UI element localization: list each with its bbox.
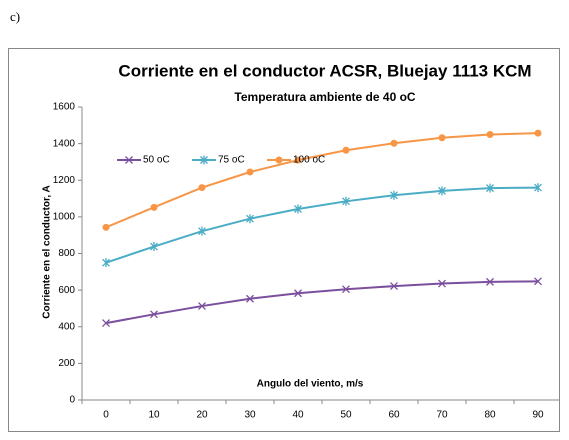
marker-cross	[534, 183, 542, 193]
y-tick-label: 1000	[53, 212, 76, 223]
marker-cross	[438, 186, 446, 196]
marker-cross	[390, 282, 398, 291]
y-tick-label: 1200	[53, 175, 76, 186]
marker-dot	[486, 130, 494, 138]
marker	[438, 134, 446, 142]
marker-cross	[534, 277, 542, 286]
marker	[246, 294, 254, 303]
y-axis-label: Corriente en el conductor, A	[42, 185, 53, 319]
legend-label: 100 oC	[293, 155, 325, 166]
marker	[534, 183, 542, 193]
marker	[390, 139, 398, 147]
marker	[342, 146, 350, 154]
y-tick-label: 1400	[53, 138, 76, 149]
marker-dot	[342, 146, 350, 154]
marker-dot	[438, 134, 446, 142]
marker	[246, 214, 254, 224]
marker-cross	[342, 196, 350, 206]
marker	[198, 184, 206, 192]
y-tick-label: 200	[58, 358, 75, 369]
marker	[150, 310, 158, 319]
marker-cross	[246, 294, 254, 303]
y-tick-label: 600	[58, 285, 75, 296]
marker-cross	[102, 258, 110, 268]
x-tick-label: 80	[484, 410, 496, 421]
series-line	[105, 186, 539, 264]
chart-title: Corriente en el conductor ACSR, Bluejay …	[118, 61, 531, 80]
x-tick-label: 60	[388, 410, 400, 421]
marker-cross	[486, 277, 494, 286]
marker	[294, 156, 302, 164]
marker	[534, 129, 542, 137]
marker	[102, 319, 110, 328]
marker-cross	[150, 242, 158, 252]
x-tick-label: 50	[340, 410, 352, 421]
marker	[150, 203, 158, 211]
marker	[275, 156, 283, 164]
marker	[125, 156, 133, 164]
panel-label: c)	[10, 9, 20, 24]
marker-cross	[342, 285, 350, 294]
marker	[200, 155, 208, 165]
x-tick-label: 30	[244, 410, 256, 421]
x-tick-label: 40	[292, 410, 304, 421]
y-tick-label: 400	[58, 321, 75, 332]
marker-cross	[198, 226, 206, 236]
marker-cross	[102, 319, 110, 328]
x-tick-label: 70	[436, 410, 448, 421]
marker-dot	[102, 223, 110, 231]
marker-cross	[125, 156, 133, 164]
marker	[486, 183, 494, 193]
chart-frame	[8, 48, 560, 432]
marker-cross	[438, 279, 446, 288]
marker-dot	[198, 184, 206, 192]
marker-dot	[246, 168, 254, 176]
marker	[198, 302, 206, 311]
marker	[438, 279, 446, 288]
marker	[486, 277, 494, 286]
marker	[342, 285, 350, 294]
marker-dot	[275, 156, 283, 164]
chart-subtitle: Temperatura ambiente de 40 oC	[234, 90, 416, 104]
marker	[102, 223, 110, 231]
x-tick-label: 0	[103, 410, 109, 421]
x-tick-label: 20	[196, 410, 208, 421]
marker-dot	[150, 203, 158, 211]
y-tick-label: 800	[58, 248, 75, 259]
marker-cross	[200, 155, 208, 165]
marker	[294, 204, 302, 214]
x-tick-label: 10	[148, 410, 160, 421]
marker	[198, 226, 206, 236]
marker-cross	[294, 204, 302, 214]
y-tick-label: 1600	[53, 102, 76, 113]
legend-label: 50 oC	[143, 155, 170, 166]
marker	[390, 190, 398, 200]
x-axis-label: Angulo del viento, m/s	[257, 379, 364, 390]
marker	[390, 282, 398, 291]
marker	[246, 168, 254, 176]
marker-dot	[534, 129, 542, 137]
marker-dot	[294, 156, 302, 164]
marker-cross	[390, 190, 398, 200]
marker-cross	[486, 183, 494, 193]
marker	[294, 289, 302, 298]
marker-cross	[294, 289, 302, 298]
marker	[342, 196, 350, 206]
marker	[150, 242, 158, 252]
marker	[438, 186, 446, 196]
x-tick-label: 90	[532, 410, 544, 421]
marker	[102, 258, 110, 268]
marker-cross	[246, 214, 254, 224]
y-tick-label: 0	[69, 395, 75, 406]
marker-dot	[390, 139, 398, 147]
marker	[534, 277, 542, 286]
marker	[486, 130, 494, 138]
marker-cross	[198, 302, 206, 311]
series-line	[105, 132, 539, 229]
marker-cross	[150, 310, 158, 319]
legend-label: 75 oC	[218, 155, 245, 166]
series-line	[105, 280, 539, 325]
